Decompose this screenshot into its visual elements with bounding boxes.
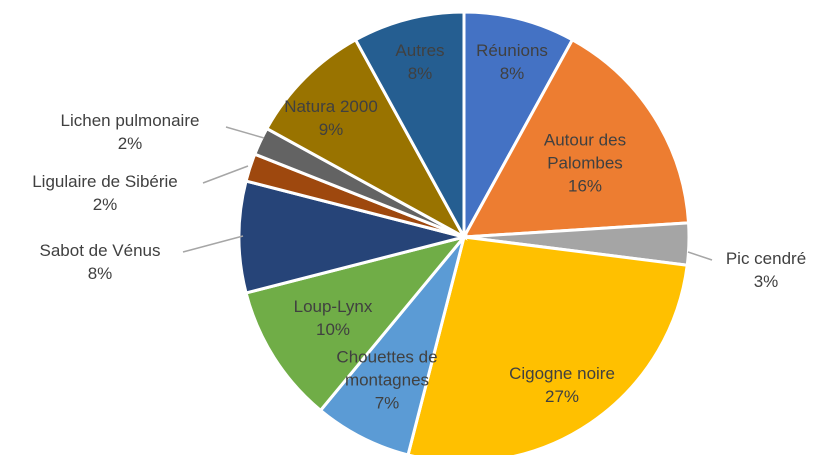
slice-label: Autour des Palombes 16% <box>520 129 650 198</box>
value-label: 9% <box>318 120 344 139</box>
category-label: Pic cendré <box>725 249 807 268</box>
category-label: Autour des Palombes <box>543 130 627 173</box>
value-label: 10% <box>315 320 351 339</box>
category-label: Natura 2000 <box>284 97 378 116</box>
slice-label: Ligulaire de Sibérie 2% <box>5 170 205 216</box>
slice-label: Chouettes de montagnes 7% <box>322 346 452 415</box>
leader-line <box>687 251 713 261</box>
pie-slice <box>406 235 689 455</box>
pie-slice <box>462 10 575 238</box>
leader-line <box>182 235 244 253</box>
value-label: 3% <box>753 272 779 291</box>
category-label: Ligulaire de Sibérie <box>32 172 178 191</box>
slice-label: Autres 8% <box>380 39 460 85</box>
value-label: 7% <box>374 393 400 413</box>
slice-label: Natura 2000 9% <box>276 95 386 141</box>
value-label: 2% <box>92 195 118 214</box>
category-label: Autres <box>395 41 445 60</box>
category-label: Lichen pulmonaire <box>60 111 200 130</box>
category-label: Cigogne noire <box>509 364 615 383</box>
value-label: 2% <box>117 134 143 153</box>
category-label: Sabot de Vénus <box>39 241 161 260</box>
leader-line <box>225 126 265 139</box>
pie-slice <box>461 37 691 239</box>
value-label: 16% <box>567 176 603 196</box>
slice-label: Loup-Lynx 10% <box>278 295 388 341</box>
value-label: 8% <box>499 64 525 83</box>
value-label: 27% <box>544 387 580 406</box>
category-label: Loup-Lynx <box>293 297 373 316</box>
pie-slice <box>353 10 466 238</box>
pie-slice <box>264 37 468 241</box>
leader-line <box>202 165 249 184</box>
category-label: Réunions <box>476 41 548 60</box>
slice-label: Cigogne noire 27% <box>492 362 632 408</box>
slice-label: Lichen pulmonaire 2% <box>30 109 230 155</box>
slice-label: Réunions 8% <box>457 39 567 85</box>
category-label: Chouettes de montagnes <box>336 347 438 390</box>
value-label: 8% <box>87 264 113 283</box>
value-label: 8% <box>407 64 433 83</box>
slice-label: Sabot de Vénus 8% <box>15 239 185 285</box>
slice-label: Pic cendré 3% <box>706 247 826 293</box>
